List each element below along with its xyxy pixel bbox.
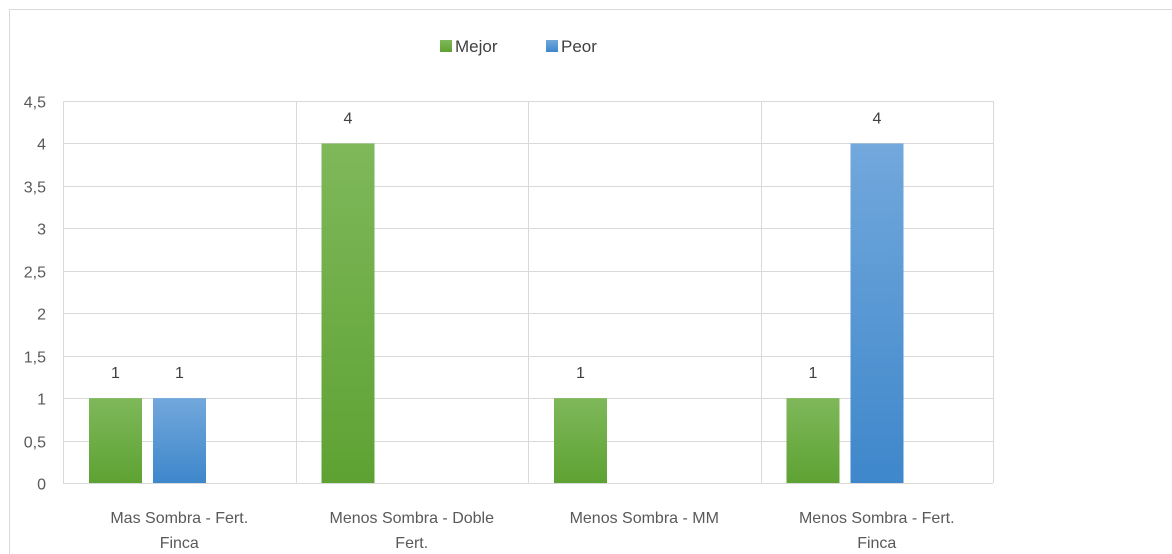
y-tick-label: 1,5 xyxy=(24,350,46,367)
legend-swatch-peor xyxy=(546,40,558,52)
data-label: 4 xyxy=(873,110,882,127)
bar-peor xyxy=(153,398,206,483)
bar-mejor xyxy=(89,398,142,483)
y-tick-label: 2 xyxy=(37,307,46,324)
legend-swatch-mejor xyxy=(440,40,452,52)
y-tick-label: 3 xyxy=(37,222,46,239)
data-label: 4 xyxy=(344,110,353,127)
x-tick-label: Mas Sombra - Fert. Finca xyxy=(110,510,248,552)
x-tick-label: Menos Sombra - Doble Fert. xyxy=(329,510,494,552)
legend: Mejor Peor xyxy=(440,37,597,56)
bar-mejor xyxy=(321,143,375,483)
y-tick-label: 4 xyxy=(37,137,46,154)
y-tick-label: 2,5 xyxy=(24,265,46,282)
data-label: 1 xyxy=(175,365,184,382)
y-tick-label: 1 xyxy=(37,392,46,409)
y-tick-label: 0 xyxy=(37,477,46,494)
data-label: 1 xyxy=(809,365,818,382)
y-tick-label: 0,5 xyxy=(24,435,46,452)
x-tick-label: Menos Sombra - Fert. Finca xyxy=(799,510,955,552)
legend-label: Peor xyxy=(561,37,597,56)
bar-peor xyxy=(850,143,904,483)
y-tick-label: 4,5 xyxy=(24,95,46,112)
legend-label: Mejor xyxy=(455,37,498,56)
x-tick-label: Menos Sombra - MM xyxy=(570,510,719,527)
y-tick-label: 3,5 xyxy=(24,180,46,197)
data-label: 1 xyxy=(576,365,585,382)
data-label: 1 xyxy=(111,365,120,382)
bar-mejor xyxy=(554,398,607,483)
bar-mejor xyxy=(786,398,840,483)
